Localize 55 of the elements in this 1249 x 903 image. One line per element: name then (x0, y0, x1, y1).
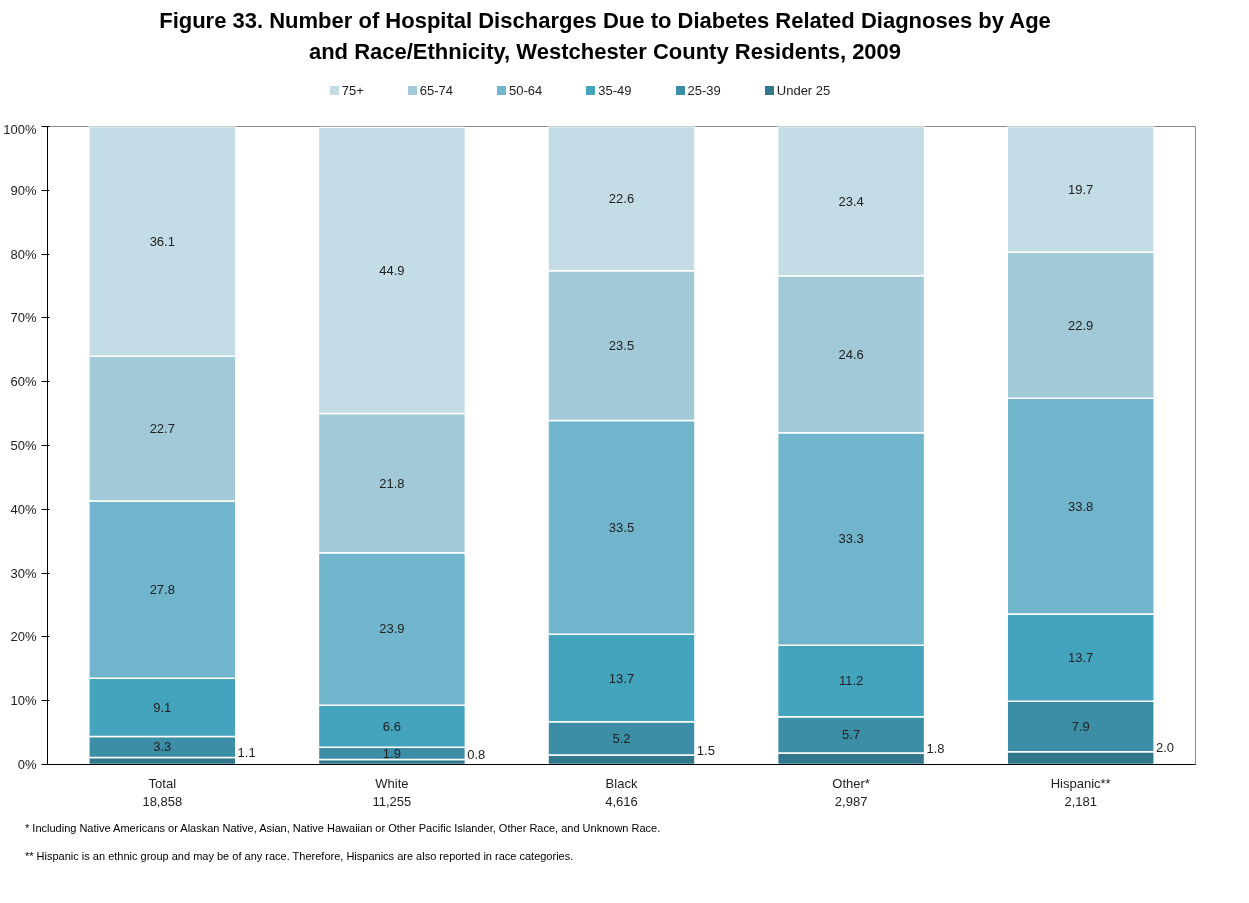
data-label: 3.3 (153, 739, 172, 755)
data-label: 1.9 (382, 745, 401, 761)
data-label: 7.9 (1071, 718, 1090, 734)
data-label: 2.0 (1156, 739, 1175, 755)
data-label: 27.8 (149, 582, 175, 598)
y-tick-label: 80% (10, 246, 37, 262)
y-tick-label: 10% (10, 693, 37, 709)
legend-label: 65-74 (418, 82, 454, 98)
legend-label: 35-49 (597, 82, 632, 98)
y-tick-label: 20% (10, 629, 37, 645)
data-label: 1.1 (237, 745, 256, 761)
data-label: 24.6 (838, 346, 864, 362)
y-tick-label: 100% (3, 121, 37, 137)
data-label: 5.2 (612, 730, 631, 746)
y-tick-label: 60% (10, 374, 37, 390)
x-tick-label: Black 4,616 (605, 775, 638, 809)
data-label: 9.1 (153, 699, 172, 715)
data-label: 22.9 (1068, 317, 1094, 333)
x-tick-label: White 11,255 (372, 775, 412, 809)
data-label: 33.5 (608, 519, 635, 535)
data-label: 33.8 (1068, 498, 1094, 514)
data-label: 23.9 (379, 621, 405, 637)
x-tick-label: Total 18,858 (142, 775, 183, 809)
data-label: 36.1 (149, 233, 175, 249)
y-tick-label: 70% (10, 310, 37, 326)
legend-label: 25-39 (686, 82, 721, 98)
legend-label: 50-64 (508, 82, 543, 98)
data-label: 6.6 (382, 718, 401, 734)
chart-title: Figure 33. Number of Hospital Discharges Due to Diabetes Related Diagnoses by Age and Race/Ethnicity, Westchester County Residents, 2009 (158, 7, 1052, 67)
data-label: 21.8 (379, 475, 405, 491)
y-tick-label: 90% (10, 182, 37, 198)
y-tick-label: 30% (10, 565, 37, 581)
data-label: 13.7 (1068, 649, 1094, 665)
data-label: 0.8 (467, 747, 486, 763)
legend-label: Under 25 (775, 82, 831, 98)
x-tick-label: Hispanic** 2,181 (1050, 775, 1111, 809)
x-tick-label: Other* 2,987 (832, 775, 870, 809)
data-label: 5.7 (842, 727, 861, 743)
data-label: 19.7 (1068, 181, 1094, 197)
data-label: 13.7 (608, 670, 635, 686)
text: ** Hispanic is an ethnic group and may be of any race. Therefore, Hispanics are also reported in race categories. (25, 848, 574, 864)
text: * Including Native Americans or Alaskan Native, Asian, Native Hawaiian or Other Pacific Islander, Other Race, and Unknown Race. (25, 820, 661, 836)
data-label: 11.2 (838, 673, 864, 689)
data-label: 22.7 (149, 420, 175, 436)
y-tick-label: 0% (17, 756, 37, 772)
legend-label: 75+ (340, 82, 364, 98)
data-label: 44.9 (379, 262, 405, 278)
data-label: 23.5 (608, 338, 635, 353)
data-label: 1.5 (696, 742, 715, 758)
y-tick-label: 40% (10, 501, 37, 517)
y-tick-label: 50% (10, 437, 37, 453)
data-label: 23.4 (838, 193, 864, 209)
data-label: 22.6 (608, 190, 635, 206)
data-label: 1.8 (926, 740, 945, 756)
data-label: 33.3 (838, 531, 864, 547)
